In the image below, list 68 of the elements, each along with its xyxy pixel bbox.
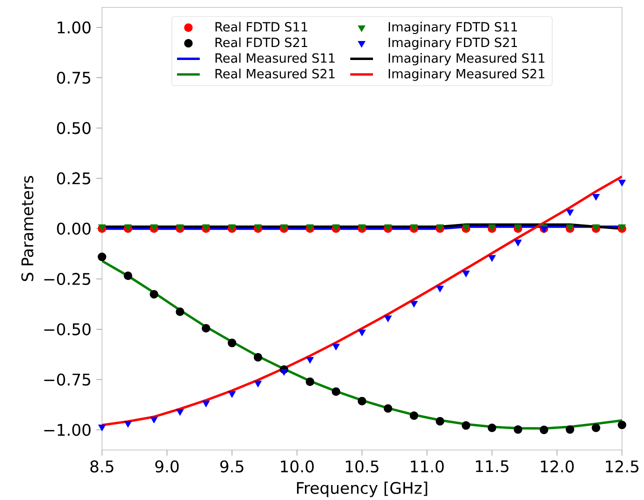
x-tick-label: 12.0 — [540, 460, 574, 472]
legend-label: Real FDTD S11 — [216, 22, 308, 32]
y-tick-label: 0.00 — [57, 222, 91, 235]
point — [514, 425, 522, 434]
y-tick-label: −0.75 — [44, 374, 90, 386]
point — [384, 404, 392, 413]
point — [358, 330, 366, 336]
point — [228, 338, 236, 348]
point — [514, 240, 522, 246]
point — [332, 344, 340, 350]
point — [566, 425, 574, 434]
point — [436, 286, 444, 292]
legend-label: Imaginary FDTD S11 — [388, 22, 517, 34]
x-axis-title: Frequency [GHz] — [297, 482, 428, 498]
point — [462, 270, 470, 278]
x-tick-label: 11.5 — [476, 460, 508, 472]
point — [98, 252, 106, 262]
point — [306, 378, 314, 386]
x-tick-label: 10.0 — [280, 460, 314, 472]
point — [202, 324, 210, 333]
legend-label: Real Measured S11 — [216, 53, 335, 63]
y-tick-label: 0.25 — [57, 172, 90, 184]
point — [592, 194, 600, 201]
y-tick-label: −0.25 — [44, 272, 90, 286]
x-tick-label: 9.0 — [155, 460, 179, 472]
point — [436, 416, 444, 426]
point — [202, 400, 210, 408]
point — [124, 271, 132, 280]
point — [618, 180, 626, 186]
point — [176, 409, 184, 416]
legend-label: Imaginary Measured S21 — [388, 68, 544, 81]
point — [150, 416, 158, 424]
point — [254, 352, 262, 362]
x-tick-label: 11.0 — [410, 460, 444, 472]
legend-label: Imaginary Measured S11 — [388, 53, 544, 66]
point — [462, 421, 470, 430]
point — [384, 316, 392, 322]
point — [540, 426, 548, 434]
legend-label: Real Measured S21 — [216, 68, 335, 78]
x-tick-label: 12.5 — [606, 460, 638, 472]
point — [358, 396, 366, 406]
point — [488, 424, 496, 432]
y-tick-label: 0.50 — [57, 122, 91, 134]
point — [228, 391, 236, 398]
point — [592, 424, 600, 432]
point — [280, 369, 288, 376]
point — [98, 424, 106, 432]
point — [306, 356, 314, 364]
legend-label: Real FDTD S21 — [216, 37, 308, 48]
point — [410, 411, 418, 420]
point — [332, 387, 340, 396]
x-tick-label: 10.5 — [346, 460, 378, 472]
point — [124, 420, 132, 428]
y-tick-label: 0.75 — [57, 72, 90, 84]
point — [176, 307, 184, 316]
point — [566, 209, 574, 216]
point — [254, 380, 262, 388]
legend-label: Imaginary FDTD S21 — [388, 37, 517, 50]
y-tick-label: 1.00 — [58, 21, 91, 34]
point — [410, 300, 418, 308]
y-axis-title: S Parameters — [21, 176, 34, 282]
y-tick-label: −0.50 — [44, 323, 91, 336]
point — [488, 255, 496, 262]
point — [618, 420, 626, 430]
x-tick-label: 9.5 — [220, 460, 244, 472]
x-tick-label: 8.5 — [90, 460, 114, 472]
point — [150, 290, 158, 299]
y-tick-label: −1.00 — [44, 424, 91, 436]
